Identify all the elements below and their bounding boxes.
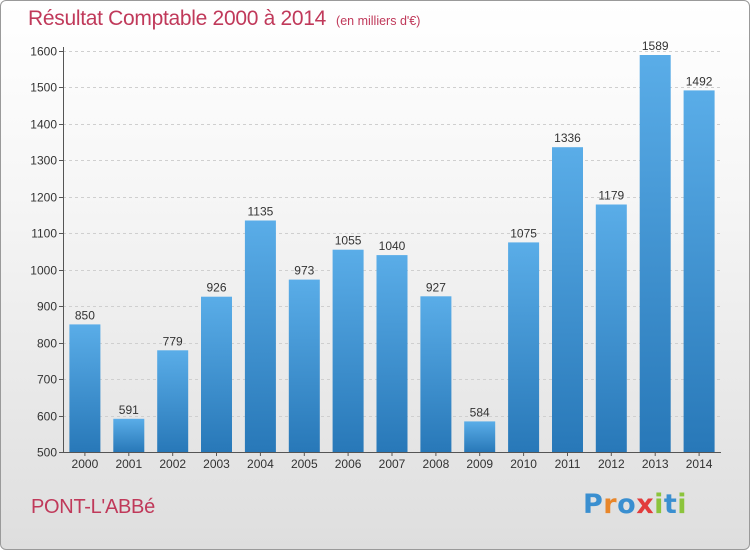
bars (69, 55, 715, 453)
commune-name: PONT-L'ABBé (31, 496, 155, 518)
bar (113, 418, 145, 452)
chart-title-text: Résultat Comptable 2000 à 2014 (28, 7, 327, 30)
data-label: 927 (426, 280, 446, 294)
axes: 500 600 700 800 900 1000 1100 1200 1300 1400 1500 1… (30, 45, 721, 471)
y-tick-label: 1000 (30, 264, 57, 278)
x-tick-label: 2014 (686, 457, 713, 471)
logo-letter: x (636, 489, 655, 520)
y-tick-label: 700 (37, 373, 57, 387)
chart-unit-label: (en milliers d'€) (336, 14, 421, 28)
data-label: 973 (294, 264, 314, 278)
data-label: 850 (75, 308, 95, 322)
x-tick-label: 2008 (423, 457, 450, 471)
data-label: 926 (206, 281, 226, 295)
bar (508, 242, 540, 452)
bar (420, 296, 452, 452)
bar (464, 421, 496, 452)
data-label: 1040 (379, 239, 406, 253)
data-labels: 850 591 779 926 1135 973 1055 1040 927 584 1075 133… (75, 39, 713, 419)
x-tick-label: 2000 (72, 457, 99, 471)
logo-letter: o (617, 489, 637, 520)
y-tick-label: 1100 (31, 227, 57, 241)
bar (683, 90, 715, 453)
x-tick-label: 2003 (203, 457, 230, 471)
bar (157, 350, 189, 452)
x-tick-label: 2001 (115, 457, 142, 471)
bar (244, 220, 276, 452)
x-tick-label: 2010 (510, 457, 537, 471)
y-tick-label: 500 (37, 446, 57, 460)
y-tick-label: 800 (37, 337, 57, 351)
data-label: 1075 (510, 226, 537, 240)
x-tick-label: 2012 (598, 457, 625, 471)
x-tick-label: 2002 (159, 457, 186, 471)
x-tick-label: 2004 (247, 457, 274, 471)
bar (639, 55, 671, 452)
x-tick-label: 2006 (335, 457, 362, 471)
bar (332, 249, 364, 452)
y-tick-label: 1200 (30, 191, 57, 205)
x-tick-label: 2013 (642, 457, 669, 471)
logo-letter: i (654, 489, 664, 520)
x-tick-label: 2005 (291, 457, 318, 471)
data-label: 1336 (554, 131, 581, 145)
bar (376, 255, 408, 452)
x-tick-label: 2009 (466, 457, 493, 471)
data-label: 1055 (335, 234, 362, 248)
chart-title: Résultat Comptable 2000 à 2014 (en millie… (28, 7, 420, 31)
logo-letter: P (583, 489, 604, 520)
data-label: 1179 (598, 189, 624, 203)
bar (69, 324, 101, 452)
y-tick-label: 1600 (30, 45, 57, 59)
y-tick-label: 900 (37, 300, 57, 314)
logo-letter: t (663, 489, 678, 520)
x-tick-label: 2007 (379, 457, 406, 471)
bar (201, 296, 232, 452)
data-label: 1492 (686, 74, 713, 88)
y-tick-label: 1400 (30, 118, 57, 132)
bar (288, 279, 320, 452)
y-tick-label: 1300 (30, 154, 57, 168)
proxiti-logo[interactable]: Proxiti (583, 489, 687, 520)
bar (552, 147, 583, 452)
x-tick-label: 2011 (555, 457, 581, 471)
data-label: 584 (470, 405, 490, 419)
logo-letter: i (677, 489, 688, 520)
y-tick-label: 600 (37, 410, 57, 424)
y-tick-label: 1500 (30, 81, 57, 95)
bar (595, 204, 627, 452)
data-label: 1589 (642, 39, 669, 53)
data-label: 591 (119, 403, 139, 417)
data-label: 779 (163, 334, 183, 348)
data-label: 1135 (247, 205, 273, 219)
logo-letter: r (603, 489, 618, 520)
